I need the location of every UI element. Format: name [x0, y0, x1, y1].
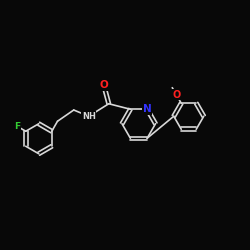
Text: NH: NH [82, 112, 96, 121]
Text: F: F [14, 122, 20, 131]
Text: O: O [100, 80, 108, 90]
Text: O: O [172, 90, 180, 100]
Text: N: N [143, 104, 152, 114]
